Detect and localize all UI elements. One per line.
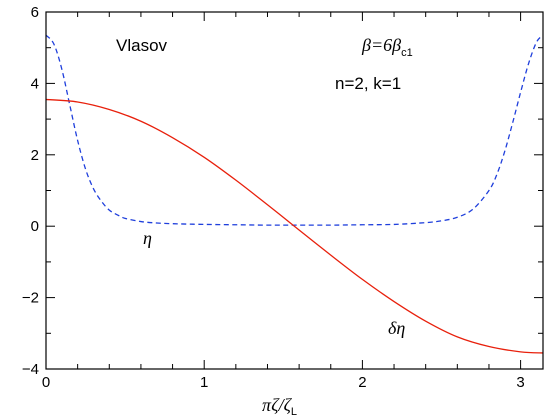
- series-layer: [45, 34, 544, 354]
- x-axis-label-main: πζ/ζ: [262, 395, 293, 415]
- x-axis-label: πζ/ζL: [262, 395, 297, 418]
- beta-annotation-sub: c1: [401, 47, 413, 59]
- x-tick-label: 1: [200, 374, 208, 391]
- plot-frame: [45, 11, 544, 370]
- series-line-delta-eta: [45, 98, 544, 354]
- params-annotation: n=2, k=1: [335, 74, 401, 93]
- x-tick-label: 2: [358, 374, 366, 391]
- y-tick-label: 2: [31, 147, 39, 164]
- y-tick-label: 6: [31, 4, 39, 21]
- series-line-eta: [45, 34, 544, 226]
- series-label-eta: η: [143, 228, 152, 248]
- y-tick-label: 0: [31, 218, 39, 235]
- x-axis-label-sub: L: [291, 406, 297, 418]
- beta-annotation: β=6βc1: [361, 35, 413, 59]
- beta-annotation-main: β=6β: [361, 35, 401, 55]
- x-tick-label: 3: [516, 374, 524, 391]
- y-tick-label: 4: [31, 75, 39, 92]
- y-tick-label: −4: [22, 361, 39, 378]
- major-ticks: [45, 11, 543, 370]
- series-label-delta-eta: δη: [388, 318, 405, 338]
- model-annotation: Vlasov: [116, 36, 168, 55]
- y-tick-label: −2: [22, 290, 39, 307]
- minor-ticks: [46, 12, 543, 369]
- tick-labels: 0 1 2 3 −4 −2 0 2 4 6: [22, 4, 525, 391]
- x-tick-label: 0: [42, 374, 50, 391]
